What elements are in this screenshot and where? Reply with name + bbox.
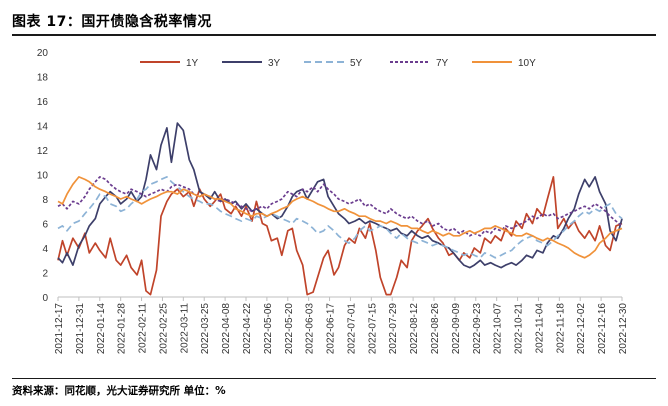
x-tick-label: 2022-03-25 [200, 303, 211, 355]
y-tick-label: 14 [37, 122, 49, 133]
series-layer [57, 122, 623, 296]
x-tick-label: 2022-01-14 [96, 303, 107, 355]
x-tick-label: 2022-05-20 [284, 303, 295, 355]
y-tick-label: 10 [37, 171, 49, 182]
x-tick-label: 2022-06-03 [305, 303, 316, 355]
x-tick-label: 2022-01-28 [117, 303, 128, 355]
series-line-3y [57, 122, 623, 269]
y-tick-label: 16 [37, 97, 49, 108]
x-tick-label: 2022-07-15 [367, 303, 378, 355]
x-tick-label: 2022-04-22 [242, 303, 253, 355]
series-line-1y [57, 176, 623, 296]
source-note: 资料来源：同花顺，光大证券研究所 单位：% [12, 385, 226, 397]
y-tick-label: 6 [42, 220, 48, 231]
legend-label-1y: 1Y [186, 58, 199, 69]
x-tick-label: 2022-06-17 [326, 303, 337, 355]
title-rule [12, 34, 656, 36]
x-tick-label: 2022-10-21 [514, 303, 525, 355]
x-tick-label: 2022-08-12 [409, 303, 420, 355]
x-axis: 2021-12-17 2021-12-31 2022-01-14 2022-01-28… [54, 296, 629, 355]
x-tick-label: 2022-03-11 [179, 303, 190, 354]
legend: 1Y 3Y 5Y 7Y 10Y [140, 58, 536, 69]
x-tick-label: 2022-09-09 [451, 303, 462, 355]
x-tick-label: 2021-12-31 [75, 303, 86, 355]
x-tick-label: 2022-12-30 [618, 303, 629, 355]
y-tick-label: 12 [37, 146, 49, 157]
legend-label-10y: 10Y [518, 58, 536, 69]
x-tick-label: 2022-11-18 [555, 303, 566, 354]
y-tick-label: 8 [42, 195, 48, 206]
legend-label-3y: 3Y [268, 58, 281, 69]
chart-title: 图表 17：国开债隐含税率情况 [12, 14, 212, 30]
y-tick-label: 0 [42, 293, 48, 304]
y-axis: 0 2 4 6 8 10 12 14 16 18 20 [37, 48, 49, 304]
legend-label-7y: 7Y [436, 58, 449, 69]
y-tick-label: 2 [42, 269, 48, 280]
x-tick-label: 2022-12-02 [576, 303, 587, 355]
x-tick-label: 2022-02-11 [138, 303, 149, 354]
y-tick-label: 18 [37, 73, 49, 84]
y-tick-label: 4 [42, 244, 48, 255]
x-tick-label: 2022-05-06 [263, 303, 274, 355]
series-line-10y [57, 176, 623, 259]
source-rule [12, 378, 656, 379]
x-tick-label: 2022-10-07 [493, 303, 504, 355]
x-tick-label: 2022-04-08 [221, 303, 232, 355]
y-tick-label: 20 [37, 48, 49, 59]
legend-label-5y: 5Y [350, 58, 363, 69]
x-tick-label: 2022-07-29 [388, 303, 399, 355]
series-line-7y [57, 176, 623, 237]
x-tick-label: 2022-02-25 [158, 303, 169, 355]
x-tick-label: 2022-12-16 [597, 303, 608, 355]
x-tick-label: 2021-12-17 [54, 303, 65, 355]
x-tick-label: 2022-08-26 [430, 303, 441, 355]
x-tick-label: 2022-09-23 [472, 303, 483, 355]
x-tick-label: 2022-07-01 [346, 303, 357, 355]
x-tick-label: 2022-11-04 [534, 303, 545, 354]
series-line-5y [57, 176, 623, 259]
